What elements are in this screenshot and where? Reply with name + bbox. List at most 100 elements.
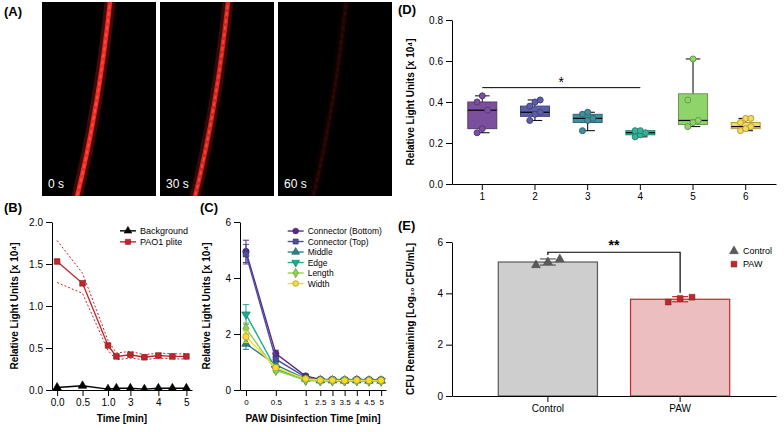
y-axis: 0.00.51.01.52.0 <box>29 217 52 396</box>
legend-marker <box>125 239 130 244</box>
point <box>685 97 691 103</box>
marker <box>142 354 148 360</box>
tick-mark <box>640 184 641 190</box>
tick-mark <box>446 184 452 185</box>
error-band <box>57 282 186 359</box>
point <box>532 260 541 268</box>
point <box>677 296 683 302</box>
legend-marker <box>293 228 299 234</box>
plot-area <box>498 252 729 396</box>
tube-glow <box>76 2 110 196</box>
series-line <box>57 386 186 389</box>
tick: 1 <box>480 184 486 202</box>
tick-mark <box>234 334 240 335</box>
tube <box>312 2 346 196</box>
marker <box>154 383 163 390</box>
series-line <box>246 251 381 379</box>
legend-label: Length <box>308 268 334 278</box>
axis-line <box>52 223 53 391</box>
marker <box>317 377 323 383</box>
tick-mark <box>46 222 52 223</box>
panel-label: (E) <box>398 218 415 233</box>
tick-label: 1.0 <box>29 301 43 312</box>
marker <box>170 354 176 360</box>
tick: 0.5 <box>29 343 52 354</box>
marker <box>182 383 191 390</box>
tube-glow <box>194 2 228 196</box>
marker <box>80 280 86 286</box>
series <box>243 331 385 383</box>
tick-label: 3 <box>585 191 591 202</box>
tube-highlight <box>312 2 346 196</box>
legend-label: PAO1 plite <box>140 237 182 247</box>
marker <box>53 383 62 390</box>
tick-label: 5 <box>379 398 384 407</box>
series <box>243 244 384 383</box>
legend-label: Middle <box>308 247 333 257</box>
series-line <box>246 328 381 381</box>
legend-entry: Control <box>730 246 772 256</box>
tick: 3.5 <box>340 390 352 407</box>
tick-mark <box>482 184 483 190</box>
median <box>468 110 497 111</box>
tick: 2 <box>225 329 240 340</box>
marker <box>168 383 177 390</box>
tick-label: 4 <box>355 398 360 407</box>
legend-entry: Length <box>288 268 334 278</box>
legend-marker <box>730 246 739 254</box>
x-axis: 0.00.51.0345 <box>51 390 193 408</box>
tick-mark <box>587 184 588 190</box>
y-axis-title: Relative Light Units [x 10⁴] <box>9 242 20 369</box>
tick-label: 6 <box>225 217 231 228</box>
legend-marker <box>293 268 298 277</box>
y-axis: 0.00.20.40.60.8 <box>429 15 452 190</box>
tick: 4 <box>225 273 240 284</box>
marker <box>366 377 372 383</box>
tick-label: 0.6 <box>429 56 443 67</box>
series-line <box>246 344 381 381</box>
error-cap <box>243 244 249 245</box>
point <box>479 93 485 99</box>
error-bar <box>273 365 279 369</box>
box <box>468 93 497 136</box>
marker <box>329 376 335 382</box>
legend-entry: Middle <box>288 247 333 257</box>
tick-mark <box>332 390 333 396</box>
tick: 6 <box>437 237 452 248</box>
tick: 2.5 <box>315 390 327 407</box>
tick-mark <box>534 184 535 190</box>
marker <box>126 383 135 390</box>
tick-label: 6 <box>743 191 749 202</box>
tick-label: 0.2 <box>429 138 443 149</box>
error-band <box>57 240 186 354</box>
axis-line <box>53 390 193 391</box>
error-cap <box>243 349 249 350</box>
tick: 0 <box>437 391 452 402</box>
tick-label: 0 <box>225 385 231 396</box>
tick-label: 0 <box>437 391 443 402</box>
panel-label: (C) <box>200 200 218 215</box>
plot-area <box>468 56 760 140</box>
tick: 3 <box>128 390 134 408</box>
marker <box>378 377 384 383</box>
tick-label: 0.0 <box>429 179 443 190</box>
tick-mark <box>158 390 159 396</box>
tick: 4.5 <box>364 390 376 407</box>
tick-mark <box>108 390 109 396</box>
marker <box>354 377 360 383</box>
tick-label: 3.5 <box>340 398 352 407</box>
y-axis: 0246 <box>437 237 452 402</box>
tick: 3 <box>331 390 336 407</box>
marker <box>329 375 335 386</box>
y-axis: 0 2 4 6 <box>225 217 240 396</box>
marker <box>54 259 60 265</box>
series <box>243 323 384 387</box>
panel-label: (B) <box>4 200 22 215</box>
significance-label: * <box>559 74 565 90</box>
point <box>485 107 491 113</box>
tick: 0.5 <box>76 390 90 408</box>
point <box>543 257 552 265</box>
tick: 5 <box>184 390 190 408</box>
tick-mark <box>320 390 321 396</box>
marker <box>243 251 249 257</box>
